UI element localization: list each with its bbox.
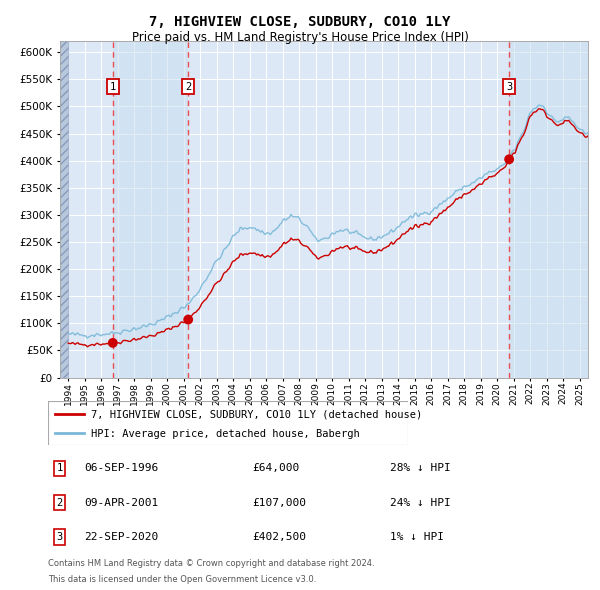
Bar xyxy=(113,41,188,378)
Bar xyxy=(60,41,68,378)
Bar xyxy=(509,41,588,378)
Text: Price paid vs. HM Land Registry's House Price Index (HPI): Price paid vs. HM Land Registry's House … xyxy=(131,31,469,44)
Text: 7, HIGHVIEW CLOSE, SUDBURY, CO10 1LY (detached house): 7, HIGHVIEW CLOSE, SUDBURY, CO10 1LY (de… xyxy=(91,409,422,419)
Point xyxy=(184,315,193,324)
Text: 2: 2 xyxy=(185,81,191,91)
Text: 06-SEP-1996: 06-SEP-1996 xyxy=(84,464,158,473)
Text: 22-SEP-2020: 22-SEP-2020 xyxy=(84,532,158,542)
Text: Contains HM Land Registry data © Crown copyright and database right 2024.: Contains HM Land Registry data © Crown c… xyxy=(48,559,374,568)
Text: HPI: Average price, detached house, Babergh: HPI: Average price, detached house, Babe… xyxy=(91,429,360,439)
Text: £107,000: £107,000 xyxy=(252,498,306,507)
Text: 2: 2 xyxy=(56,498,62,507)
Text: 3: 3 xyxy=(506,81,512,91)
Text: This data is licensed under the Open Government Licence v3.0.: This data is licensed under the Open Gov… xyxy=(48,575,316,584)
Text: 28% ↓ HPI: 28% ↓ HPI xyxy=(390,464,451,473)
Text: 3: 3 xyxy=(56,532,62,542)
Text: 7, HIGHVIEW CLOSE, SUDBURY, CO10 1LY: 7, HIGHVIEW CLOSE, SUDBURY, CO10 1LY xyxy=(149,15,451,29)
Text: 1% ↓ HPI: 1% ↓ HPI xyxy=(390,532,444,542)
Text: £64,000: £64,000 xyxy=(252,464,299,473)
Text: £402,500: £402,500 xyxy=(252,532,306,542)
Text: 1: 1 xyxy=(110,81,116,91)
Point xyxy=(108,338,118,348)
Text: 09-APR-2001: 09-APR-2001 xyxy=(84,498,158,507)
Text: 1: 1 xyxy=(56,464,62,473)
Text: 24% ↓ HPI: 24% ↓ HPI xyxy=(390,498,451,507)
Point xyxy=(505,155,514,164)
